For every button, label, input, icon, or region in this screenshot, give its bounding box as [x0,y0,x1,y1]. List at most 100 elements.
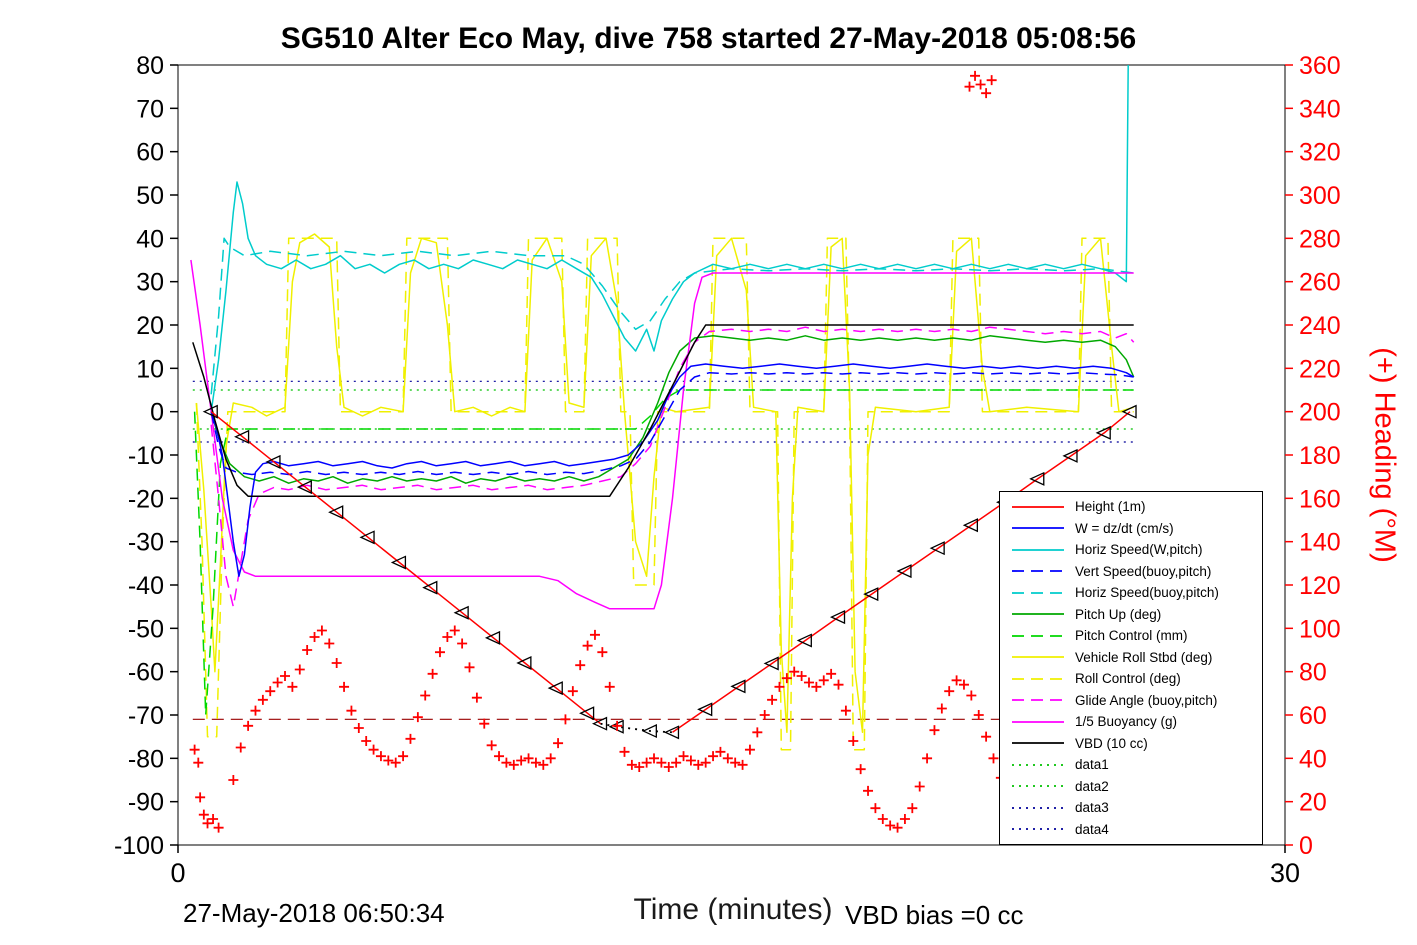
legend-line-sample [1012,828,1064,831]
legend-item: data2 [1000,776,1262,798]
triangle-marker [359,530,375,545]
legend-line-sample [1012,591,1064,594]
legend-label: Vehicle Roll Stbd (deg) [1075,649,1213,665]
legend-item: data4 [1000,819,1262,841]
triangle-marker [390,555,407,570]
left-tick-label: 60 [136,139,164,167]
triangle-marker [663,725,680,740]
right-tick-label: 20 [1299,789,1327,817]
legend-item: Horiz Speed(buoy,pitch) [1000,582,1262,604]
legend-item: W = dz/dt (cm/s) [1000,518,1262,540]
legend-label: VBD (10 cc) [1075,735,1148,751]
left-tick-label: 10 [136,355,164,383]
legend-label: data3 [1075,800,1109,816]
legend-item: data1 [1000,754,1262,776]
legend-label: 1/5 Buoyancy (g) [1075,714,1178,730]
series-vert_speed_buoy_pitch [210,371,1134,476]
left-tick-label: 50 [136,182,164,210]
legend-label: Pitch Up (deg) [1075,606,1162,622]
legend-line-sample [1012,806,1064,809]
legend-item: Vehicle Roll Stbd (deg) [1000,647,1262,669]
triangle-marker [422,580,438,595]
legend-line-sample [1012,763,1064,766]
series-height_descent [202,404,608,731]
legend-line-sample [1012,613,1064,616]
legend-line-sample [1012,742,1064,745]
right-tick-label: 100 [1299,615,1341,643]
triangle-marker [929,541,945,556]
legend-line-sample [1012,634,1064,637]
left-tick-label: 40 [136,225,164,253]
series-glide_angle [210,326,1135,608]
series-horiz_speed_w_pitch [210,65,1129,412]
x-tick-label: 30 [1270,858,1300,888]
legend-line-sample [1012,720,1064,723]
left-tick-label: 80 [136,52,164,80]
legend-line-sample [1012,656,1064,659]
legend-line-sample [1012,505,1064,508]
x-axis-label: Time (minutes) [633,893,833,926]
right-tick-label: 360 [1299,52,1341,80]
right-tick-label: 320 [1299,139,1341,167]
legend-item: Glide Angle (buoy,pitch) [1000,690,1262,712]
triangle-marker [829,610,846,625]
legend-label: Horiz Speed(W,pitch) [1075,542,1203,558]
right-tick-label: 240 [1299,312,1341,340]
chart-title: SG510 Alter Eco May, dive 758 started 27… [280,22,1137,55]
right-tick-label: 120 [1299,572,1341,600]
legend-label: Vert Speed(buoy,pitch) [1075,563,1212,579]
left-tick-label: -10 [128,442,164,470]
left-tick-label: 20 [136,312,164,340]
triangle-marker [796,633,812,648]
legend: Height (1m) W = dz/dt (cm/s) Horiz Speed(W… [999,491,1263,845]
right-tick-label: 260 [1299,269,1341,297]
triangle-marker [202,404,218,419]
legend-line-sample [1012,548,1064,551]
left-tick-label: -30 [128,529,164,557]
right-tick-label: 300 [1299,182,1341,210]
legend-label: Glide Angle (buoy,pitch) [1075,692,1218,708]
triangle-marker [1062,448,1078,463]
left-tick-label: -40 [128,572,164,600]
triangle-marker [730,679,746,694]
legend-item: Height (1m) [1000,496,1262,518]
right-tick-label: 40 [1299,745,1327,773]
legend-item: data3 [1000,797,1262,819]
triangle-marker [697,702,713,717]
axes: -100-90-80-70-60-50-40-30-20-10010203040… [114,52,1341,888]
triangle-marker [641,724,657,739]
right-tick-label: 140 [1299,529,1341,557]
left-tick-label: -20 [128,485,164,513]
triangle-marker [579,706,595,721]
right-tick-label: 0 [1299,832,1313,860]
left-tick-label: -50 [128,615,164,643]
triangle-marker [1095,425,1111,440]
legend-line-sample [1012,785,1064,788]
legend-item: Vert Speed(buoy,pitch) [1000,561,1262,583]
left-tick-label: -60 [128,659,164,687]
right-tick-label: 340 [1299,95,1341,123]
legend-label: data1 [1075,757,1109,773]
triangle-marker [1029,471,1045,486]
legend-label: Horiz Speed(buoy,pitch) [1075,585,1219,601]
right-tick-label: 220 [1299,355,1341,383]
series-vehicle_roll [195,233,1134,734]
triangle-marker [1121,404,1137,419]
climb-timestamp-label: 27-May-2018 06:50:34 [183,898,445,928]
left-tick-label: -80 [128,745,164,773]
triangle-marker [328,505,344,520]
legend-item: Roll Control (deg) [1000,668,1262,690]
legend-label: Height (1m) [1075,499,1146,515]
legend-line-sample [1012,527,1064,530]
legend-item: 1/5 Buoyancy (g) [1000,711,1262,733]
right-tick-label: 200 [1299,399,1341,427]
triangle-marker [484,630,501,645]
legend-line-sample [1012,677,1064,680]
legend-label: data2 [1075,778,1109,794]
triangle-marker [962,518,978,533]
legend-item: Horiz Speed(W,pitch) [1000,539,1262,561]
series-w_dzdt [210,363,1135,578]
series-vbd [192,324,1134,497]
